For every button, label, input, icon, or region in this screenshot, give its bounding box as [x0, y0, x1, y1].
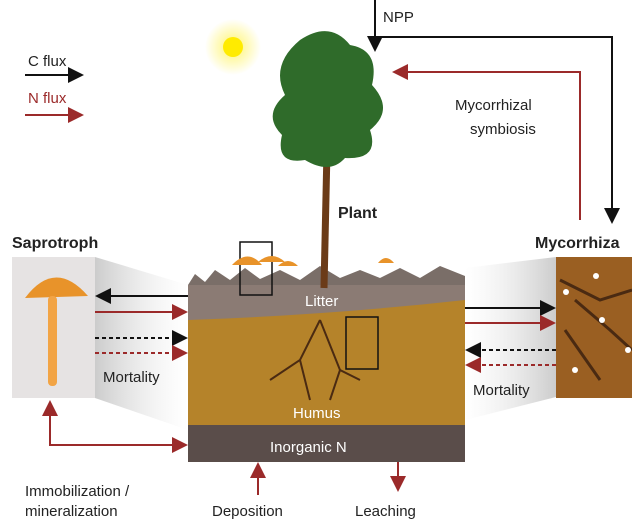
inorganic-label: Inorganic N: [270, 439, 347, 456]
immobilization-label: Immobilization /: [25, 483, 130, 500]
deposition-label: Deposition: [212, 503, 283, 520]
labels: C flux N flux NPP Mycorrhizal symbiosis …: [12, 9, 620, 520]
symbiosis-label: symbiosis: [470, 121, 536, 138]
mortality-label: Mortality: [103, 369, 160, 386]
saprotroph-label: Saprotroph: [12, 235, 98, 252]
immobilization-label: mineralization: [25, 503, 118, 520]
layout: [12, 0, 632, 495]
mortality-label: Mortality: [473, 382, 530, 399]
humus-label: Humus: [293, 405, 341, 422]
npp-label: NPP: [383, 9, 414, 26]
litter-label: Litter: [305, 293, 338, 310]
legend-n: N flux: [28, 90, 67, 107]
plant-label: Plant: [338, 205, 378, 222]
leaching-label: Leaching: [355, 503, 416, 520]
legend-c: C flux: [28, 53, 67, 70]
mycorrhiza-label: Mycorrhiza: [535, 235, 620, 252]
symbiosis-label: Mycorrhizal: [455, 97, 532, 114]
